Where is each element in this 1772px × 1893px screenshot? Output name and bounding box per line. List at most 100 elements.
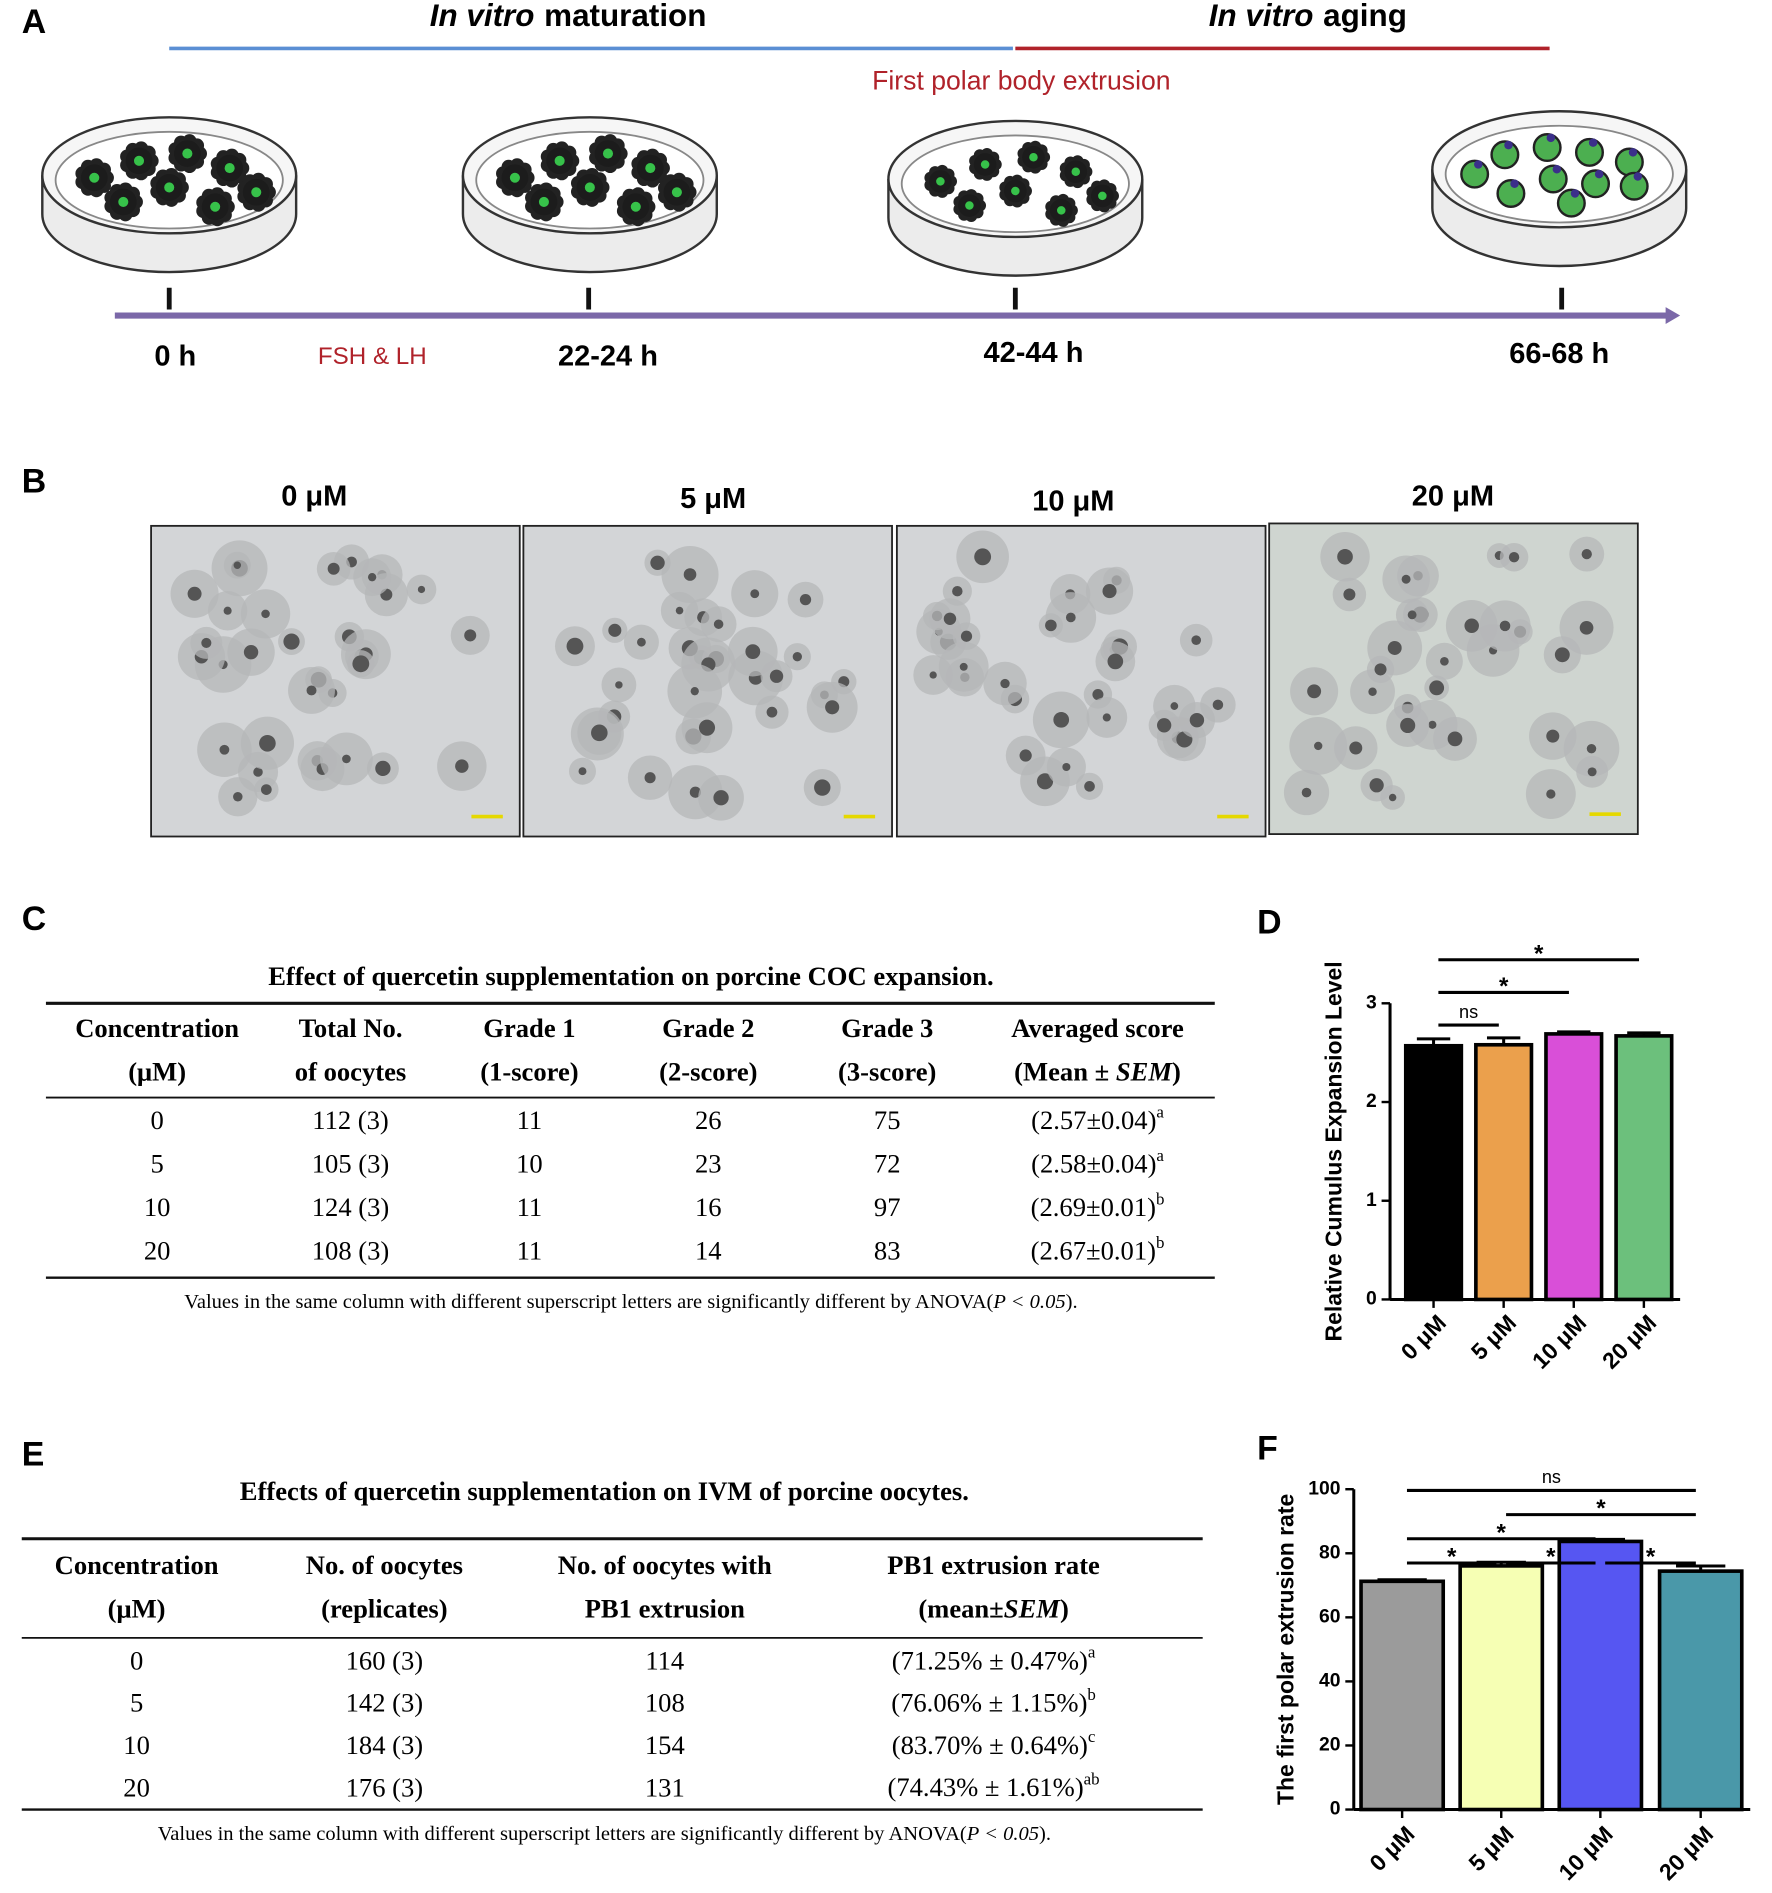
table-cell-sup: a <box>1088 1642 1096 1661</box>
table-cell: (74.43% ± 1.61%)ab <box>888 1769 1100 1802</box>
coc-center <box>1387 641 1402 655</box>
coc-center <box>1084 781 1095 792</box>
table-header-part: SEM <box>1116 1057 1174 1087</box>
oocyte-center <box>182 148 193 159</box>
coc-center <box>1464 618 1479 634</box>
coc-center <box>1107 653 1124 670</box>
table-cell: 154 <box>645 1730 685 1760</box>
oocyte <box>1581 169 1611 199</box>
coc-center <box>750 589 760 599</box>
oocyte-center <box>554 155 565 166</box>
table-cell: 5 <box>130 1688 143 1718</box>
coc-center <box>637 637 646 647</box>
oocyte <box>1574 137 1604 167</box>
table-cell: 10 <box>516 1149 543 1179</box>
table-cell: 112 (3) <box>312 1105 389 1135</box>
table-header: (3-score) <box>838 1057 936 1087</box>
image-label: 10 μM <box>1032 486 1114 518</box>
y-axis-label: Relative Cumulus Expansion Level <box>1321 961 1347 1341</box>
coc-center <box>1586 743 1597 754</box>
coc-center <box>1212 699 1224 711</box>
table-cell: 10 <box>144 1192 171 1222</box>
significance-label: * <box>1546 1544 1556 1571</box>
polar-body <box>1633 172 1643 181</box>
footnote-part: Values in the same column with different… <box>184 1291 993 1313</box>
coc-center <box>959 662 968 671</box>
image-label: 20 μM <box>1412 481 1494 513</box>
y-tick-label: 20 <box>1319 1735 1341 1756</box>
coc-center <box>1307 684 1322 699</box>
coc-center <box>1429 680 1445 696</box>
time-label: 66-68 h <box>1509 338 1609 370</box>
coc-center <box>644 772 656 784</box>
coc-center <box>260 784 272 795</box>
coc-center <box>1388 793 1397 802</box>
table-header: (Mean ± SEM) <box>1014 1057 1181 1087</box>
x-tick-label: 20 μM <box>1597 1309 1661 1373</box>
oocyte-center <box>133 155 145 166</box>
table-cell: 23 <box>695 1149 722 1179</box>
table-cell: 83 <box>874 1236 901 1266</box>
image-label: 5 μM <box>680 483 746 515</box>
table-header-part: ) <box>1172 1057 1181 1087</box>
table-header: (1-score) <box>480 1057 578 1087</box>
table-footnote: Values in the same column with different… <box>184 1291 1077 1313</box>
coc-center <box>1053 711 1070 728</box>
annotation: First polar body extrusion <box>872 65 1170 95</box>
polar-body <box>1546 133 1556 143</box>
coc-center <box>960 630 973 642</box>
polar-body <box>1570 189 1580 198</box>
panel-label: C <box>22 900 46 938</box>
table-cell-value: (83.70% ± 0.64%) <box>892 1730 1088 1760</box>
table-header: Grade 3 <box>841 1013 933 1043</box>
table-header: (mean±SEM) <box>918 1593 1068 1623</box>
significance-label: * <box>1447 1544 1457 1571</box>
oocyte-center <box>1057 206 1066 215</box>
table-header-part: SEM <box>1004 1593 1062 1623</box>
polar-body <box>1594 169 1604 179</box>
coc-center <box>650 555 665 571</box>
x-tick-label: 20 μM <box>1654 1821 1718 1885</box>
y-tick-label: 1 <box>1366 1190 1377 1211</box>
coc-center <box>1102 713 1111 722</box>
table-footnote: Values in the same column with different… <box>158 1823 1051 1845</box>
table-cell: 97 <box>874 1192 901 1222</box>
panel-label: F <box>1257 1429 1278 1467</box>
table-cell-value: (76.06% ± 1.15%) <box>891 1688 1087 1718</box>
table-header: (2-score) <box>659 1057 757 1087</box>
coc-center <box>261 609 270 619</box>
table-cell: 131 <box>645 1772 685 1802</box>
coc-center <box>1546 729 1560 743</box>
coc-center <box>342 754 351 764</box>
significance-label: ns <box>1459 1002 1478 1022</box>
panel-label: A <box>22 3 46 41</box>
coc-center <box>1447 731 1463 747</box>
table-header-part: (Mean ± <box>1014 1057 1116 1087</box>
table-cell-sup: b <box>1156 1233 1164 1252</box>
coc-center <box>233 791 243 802</box>
oocyte-center <box>584 182 595 193</box>
coc-center <box>689 786 702 798</box>
table-title: Effect of quercetin supplementation on p… <box>268 961 994 991</box>
table-cell-sup: b <box>1087 1685 1095 1704</box>
oocyte-center <box>1071 167 1081 176</box>
phase-italic: In vitro <box>430 0 535 33</box>
table-cell: (2.57±0.04)a <box>1031 1102 1164 1135</box>
scale-bar <box>471 814 503 819</box>
significance-label: * <box>1646 1544 1656 1571</box>
bar <box>1403 1043 1464 1302</box>
coc-center <box>233 561 242 569</box>
table-title: Effects of quercetin supplementation on … <box>240 1476 969 1506</box>
coc-center <box>201 637 212 648</box>
table-cell-value: (2.67±0.01) <box>1031 1236 1156 1266</box>
coc-center <box>929 671 937 679</box>
oocyte-center <box>164 182 175 193</box>
oocyte-center <box>210 201 221 212</box>
coc-center <box>683 568 697 581</box>
oocyte <box>1460 159 1490 189</box>
coc-center <box>766 706 778 718</box>
timeline-arrow <box>1665 307 1681 325</box>
table-cell-value: (2.57±0.04) <box>1031 1105 1156 1135</box>
table-cell: 114 <box>645 1645 684 1675</box>
bar <box>1458 1564 1545 1812</box>
